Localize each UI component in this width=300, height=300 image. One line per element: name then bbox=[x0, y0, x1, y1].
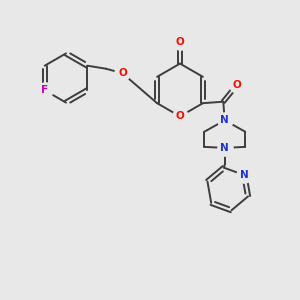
Text: N: N bbox=[240, 170, 249, 180]
Text: O: O bbox=[232, 80, 241, 90]
Text: N: N bbox=[220, 115, 229, 125]
Text: N: N bbox=[220, 143, 229, 153]
Text: F: F bbox=[41, 85, 48, 95]
Text: O: O bbox=[118, 68, 127, 78]
Text: O: O bbox=[176, 111, 184, 122]
Text: O: O bbox=[176, 37, 184, 47]
